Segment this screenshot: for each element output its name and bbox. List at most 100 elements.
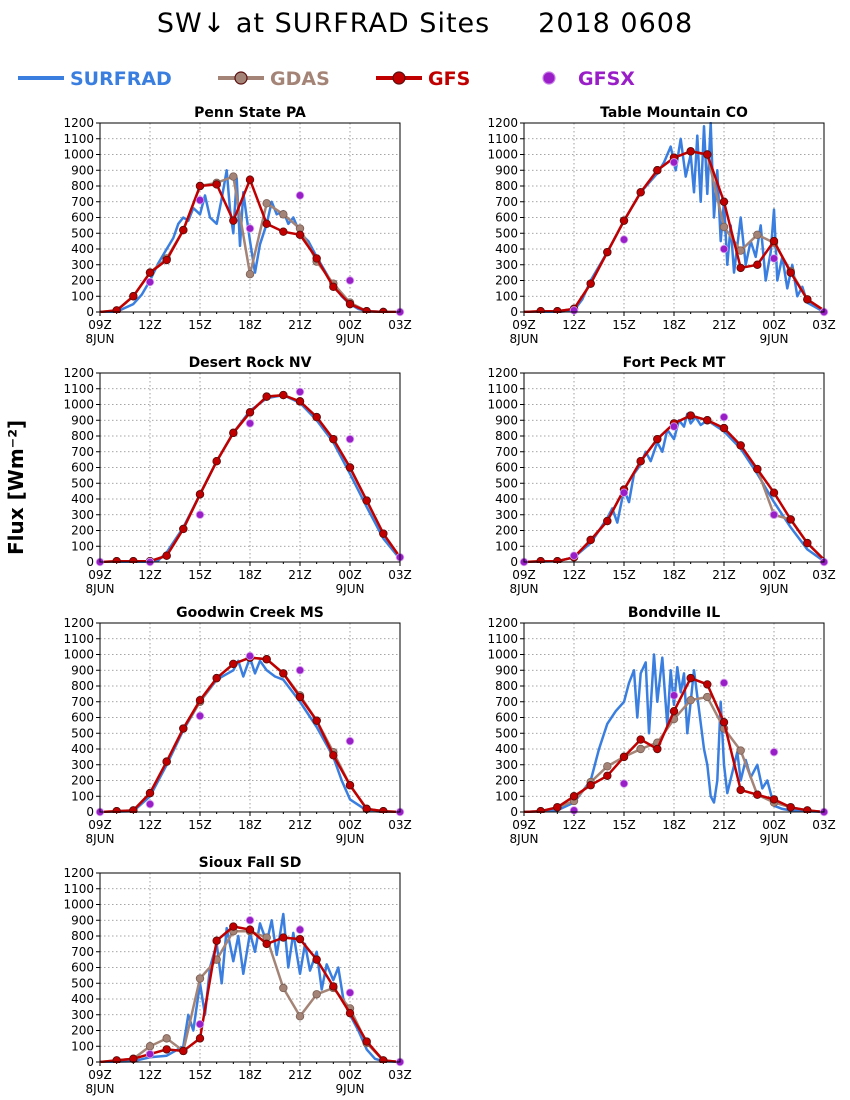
series-gfs-point <box>229 659 238 669</box>
chart-data <box>100 653 400 813</box>
y-tick-label: 0 <box>86 1055 94 1069</box>
series-gfs-point <box>753 790 762 799</box>
series-gfs-point <box>786 803 795 812</box>
x-date-label: 9JUN <box>760 332 789 346</box>
series-gfs-point <box>803 806 812 813</box>
series-gfs-point <box>295 397 305 406</box>
series-gdas-point <box>603 762 612 771</box>
chart-panel-5: Goodwin Creek MS010020030040050060070080… <box>63 605 411 846</box>
series-gfs-point <box>769 236 779 246</box>
y-tick-label: 300 <box>71 758 94 772</box>
series-gfs-point <box>329 282 338 291</box>
y-tick-label: 700 <box>495 195 518 209</box>
x-date-label: 9JUN <box>336 332 365 346</box>
series-gfs-point <box>162 1045 171 1054</box>
x-tick-label: 15Z <box>188 1068 212 1082</box>
y-tick-label: 800 <box>495 179 518 193</box>
y-tick-label: 100 <box>71 539 94 553</box>
series-gfs-point <box>162 551 171 560</box>
series-gfs-point <box>769 488 779 497</box>
x-tick-label: 09Z <box>512 318 536 332</box>
y-tick-label: 200 <box>71 524 94 538</box>
series-gfs-line <box>100 656 400 813</box>
series-gfs-point <box>329 751 338 760</box>
y-tick-label: 200 <box>495 274 518 288</box>
plot-frame <box>523 622 825 813</box>
series-gfsx-point <box>245 419 255 428</box>
legend-label: SURFRAD <box>70 68 172 90</box>
y-tick-label: 0 <box>510 305 518 319</box>
series-gfs-point <box>362 496 371 505</box>
series-gfs-point <box>786 515 795 524</box>
x-tick-label: 09Z <box>512 568 536 582</box>
plot-frame <box>99 372 401 563</box>
series-gfs-point <box>212 936 221 945</box>
y-tick-label: 500 <box>71 726 94 740</box>
series-gfs-point <box>603 247 612 257</box>
series-gdas-point <box>245 270 255 279</box>
series-gfsx-point <box>145 799 155 809</box>
plot-frame <box>99 622 401 813</box>
y-tick-label: 800 <box>71 679 94 693</box>
y-tick-label: 700 <box>71 195 94 209</box>
chart-panel-7: Sioux Fall SD010020030040050060070080090… <box>63 855 411 1096</box>
series-gfsx-point <box>345 736 355 746</box>
series-gfs-point <box>295 934 305 944</box>
x-tick-label: 18Z <box>238 318 262 332</box>
series-gfsx-point <box>195 510 205 519</box>
y-tick-label: 100 <box>71 1039 94 1053</box>
y-tick-label: 600 <box>71 961 94 975</box>
chart-panel-1: Penn State PA010020030040050060070080090… <box>63 105 411 346</box>
x-tick-label: 18Z <box>662 818 686 832</box>
legend: SURFRAD GDAS GFS GFSX <box>18 68 635 90</box>
y-tick-label: 1100 <box>487 632 518 646</box>
series-gfsx-point <box>195 195 205 205</box>
y-tick-label: 100 <box>495 789 518 803</box>
title-date: 2018 0608 <box>538 8 694 39</box>
x-tick-label: 00Z <box>338 318 362 332</box>
series-gfsx-point <box>769 510 779 519</box>
series-gdas-point <box>279 210 288 219</box>
series-gfs-point <box>603 516 612 526</box>
series-gfs-point <box>719 423 729 433</box>
series-gdas-point <box>229 172 238 181</box>
chart-panel-4: Fort Peck MT0100200300400500600700800900… <box>487 355 835 596</box>
series-gfs-point <box>229 216 238 225</box>
series-gfs-point <box>212 457 221 466</box>
x-tick-label: 12Z <box>138 1068 162 1082</box>
series-gfs-point <box>212 673 221 683</box>
y-tick-label: 300 <box>495 258 518 272</box>
y-tick-label: 800 <box>71 429 94 443</box>
series-gdas-point <box>719 222 729 232</box>
x-tick-label: 09Z <box>88 818 112 832</box>
x-tick-label: 21Z <box>712 818 736 832</box>
y-tick-label: 1000 <box>487 398 518 412</box>
x-tick-label: 18Z <box>238 1068 262 1082</box>
x-tick-label: 00Z <box>338 818 362 832</box>
series-gdas-point <box>262 199 271 208</box>
y-tick-label: 1100 <box>63 632 94 646</box>
series-gfsx-point <box>345 276 355 285</box>
series-gfs-point <box>112 306 121 313</box>
x-tick-label: 00Z <box>338 1068 362 1082</box>
y-tick-label: 1000 <box>487 648 518 662</box>
series-gfs-point <box>245 175 255 184</box>
series-gfs-point <box>145 268 155 277</box>
x-tick-label: 03Z <box>812 318 836 332</box>
y-tick-label: 500 <box>495 476 518 490</box>
series-gfsx-point <box>345 434 355 444</box>
series-gfs-point <box>653 744 662 754</box>
x-date-label: 8JUN <box>86 1082 115 1096</box>
y-tick-label: 1200 <box>487 616 518 630</box>
x-date-label: 9JUN <box>760 582 789 596</box>
legend-item-gdas: GDAS <box>218 68 330 90</box>
y-tick-label: 1000 <box>63 398 94 412</box>
series-gdas-point <box>703 692 712 702</box>
series-gfs-point <box>636 188 645 197</box>
x-tick-label: 21Z <box>288 318 312 332</box>
y-tick-label: 800 <box>495 429 518 443</box>
y-tick-label: 600 <box>495 711 518 725</box>
x-tick-label: 21Z <box>712 568 736 582</box>
series-gfsx-point <box>719 678 729 688</box>
series-gfsx-point <box>719 244 729 254</box>
